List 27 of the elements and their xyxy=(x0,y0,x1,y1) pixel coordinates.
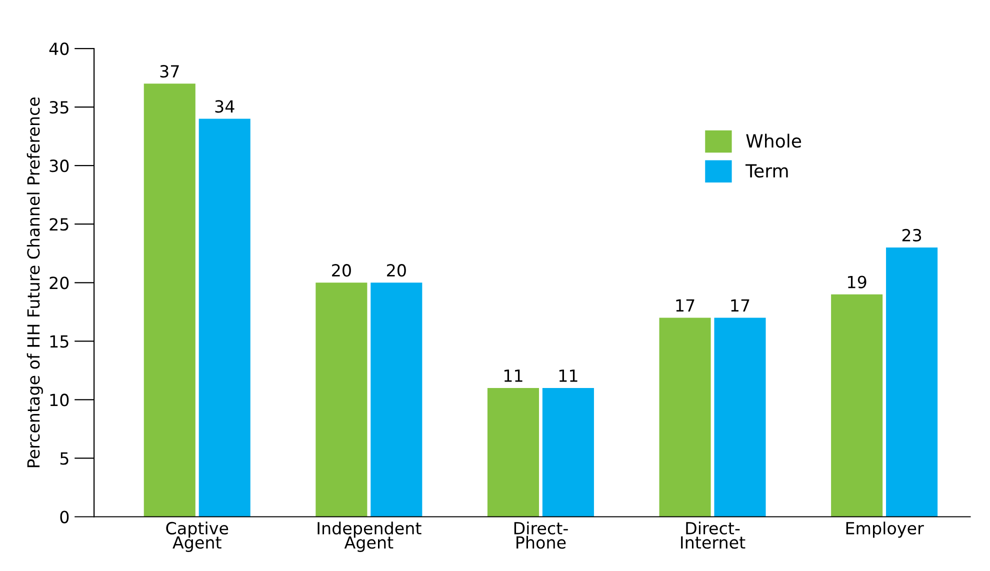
y-tick-label: 15 xyxy=(50,335,68,348)
y-tick-label: 10 xyxy=(50,394,69,406)
legend-label: Term xyxy=(745,164,788,178)
data-label: 17 xyxy=(676,299,694,312)
x-tick-label: Direct- Internet xyxy=(681,522,746,549)
y-axis-title: Percentage of HH Future Channel Preference xyxy=(26,97,43,468)
data-label: 11 xyxy=(559,370,578,382)
y-tick-label: 30 xyxy=(50,160,69,172)
x-tick-label: Captive Agent xyxy=(166,522,228,552)
y-tick-label: 35 xyxy=(50,101,68,114)
y-tick-label: 20 xyxy=(50,276,69,290)
y-tick-label: 0 xyxy=(60,510,69,524)
x-tick-label: Employer xyxy=(846,522,924,538)
x-tick-label: Direct- Phone xyxy=(514,522,568,549)
legend-label: Whole xyxy=(746,134,802,148)
data-label: 11 xyxy=(504,370,522,382)
data-label: 20 xyxy=(332,264,351,277)
y-tick-label: 40 xyxy=(49,42,69,56)
data-label: 23 xyxy=(902,228,922,242)
data-label: 19 xyxy=(848,276,866,288)
data-label: 20 xyxy=(387,264,406,277)
data-label: 37 xyxy=(160,65,179,78)
data-label: 17 xyxy=(731,299,750,312)
x-tick-label: Independent Agent xyxy=(318,522,422,552)
y-tick-label: 25 xyxy=(50,218,68,231)
y-tick-label: 5 xyxy=(60,452,68,465)
data-label: 34 xyxy=(215,100,234,113)
